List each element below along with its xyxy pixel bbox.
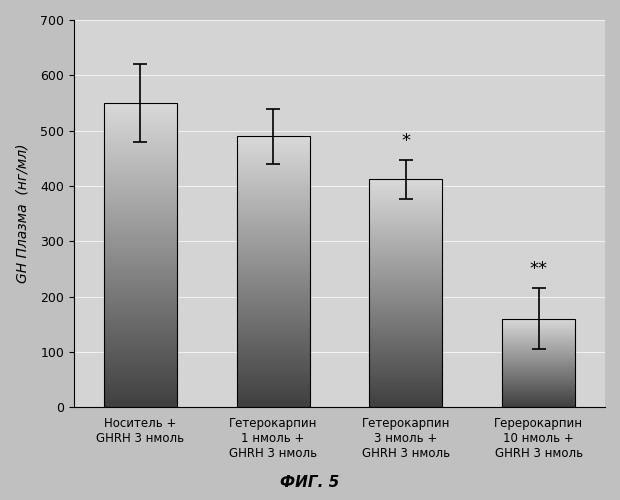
Y-axis label: GH Плазма  (нг/мл): GH Плазма (нг/мл) — [15, 144, 29, 284]
Text: **: ** — [529, 260, 547, 278]
Text: *: * — [401, 132, 410, 150]
Bar — [502, 319, 575, 408]
Bar — [370, 180, 442, 408]
Bar — [104, 103, 177, 408]
Bar — [236, 136, 309, 407]
Text: ФИГ. 5: ФИГ. 5 — [280, 475, 340, 490]
